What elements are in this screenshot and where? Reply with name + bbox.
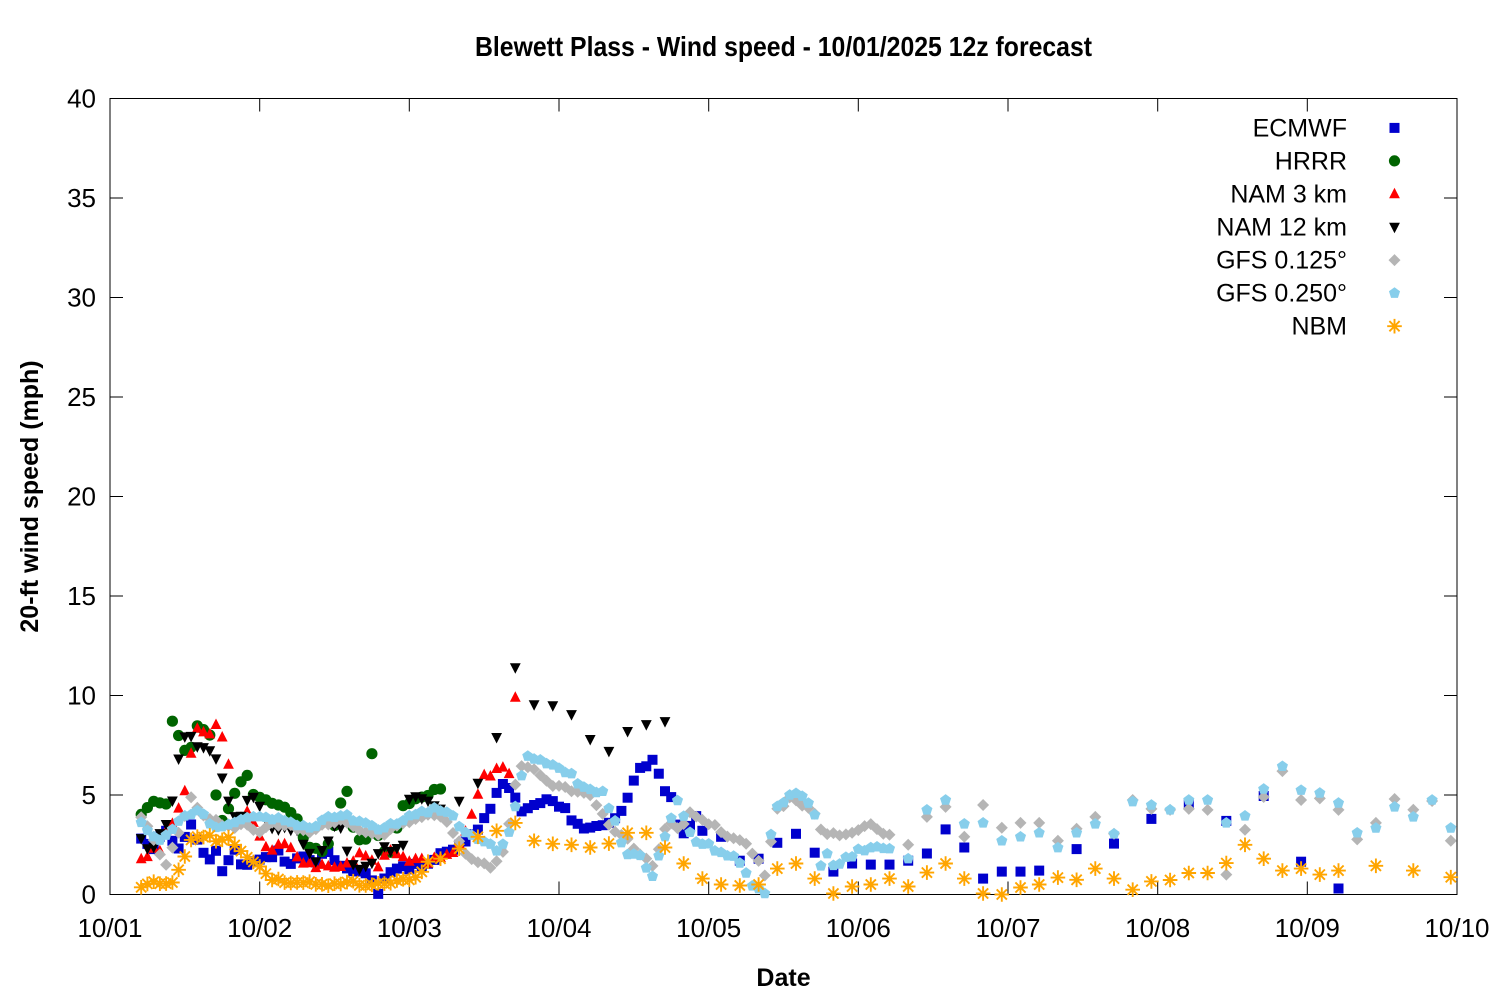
svg-text:30: 30 bbox=[67, 283, 96, 313]
svg-text:HRRR: HRRR bbox=[1275, 147, 1347, 175]
svg-text:10/10: 10/10 bbox=[1424, 913, 1489, 943]
svg-text:GFS 0.125°: GFS 0.125° bbox=[1216, 247, 1347, 275]
svg-text:10/08: 10/08 bbox=[1125, 913, 1190, 943]
svg-text:20-ft wind speed (mph): 20-ft wind speed (mph) bbox=[16, 360, 44, 632]
svg-text:5: 5 bbox=[82, 780, 96, 810]
svg-text:10/02: 10/02 bbox=[227, 913, 292, 943]
svg-text:10/05: 10/05 bbox=[676, 913, 741, 943]
svg-text:NAM 12 km: NAM 12 km bbox=[1216, 214, 1347, 242]
svg-text:10: 10 bbox=[67, 681, 96, 711]
svg-text:0: 0 bbox=[82, 880, 96, 910]
svg-text:10/04: 10/04 bbox=[526, 913, 591, 943]
svg-text:10/09: 10/09 bbox=[1275, 913, 1340, 943]
svg-text:ECMWF: ECMWF bbox=[1253, 114, 1347, 142]
svg-text:Date: Date bbox=[756, 964, 810, 992]
svg-text:10/01: 10/01 bbox=[77, 913, 142, 943]
svg-text:10/07: 10/07 bbox=[975, 913, 1040, 943]
svg-text:NAM 3 km: NAM 3 km bbox=[1230, 181, 1347, 209]
svg-text:35: 35 bbox=[67, 183, 96, 213]
svg-text:25: 25 bbox=[67, 382, 96, 412]
svg-text:40: 40 bbox=[67, 84, 96, 114]
svg-text:20: 20 bbox=[67, 482, 96, 512]
svg-text:GFS 0.250°: GFS 0.250° bbox=[1216, 280, 1347, 308]
svg-text:15: 15 bbox=[67, 581, 96, 611]
svg-text:NBM: NBM bbox=[1291, 313, 1347, 341]
svg-text:10/06: 10/06 bbox=[826, 913, 891, 943]
svg-text:10/03: 10/03 bbox=[377, 913, 442, 943]
svg-text:Blewett Plass - Wind speed - 1: Blewett Plass - Wind speed - 10/01/2025 … bbox=[475, 31, 1092, 62]
